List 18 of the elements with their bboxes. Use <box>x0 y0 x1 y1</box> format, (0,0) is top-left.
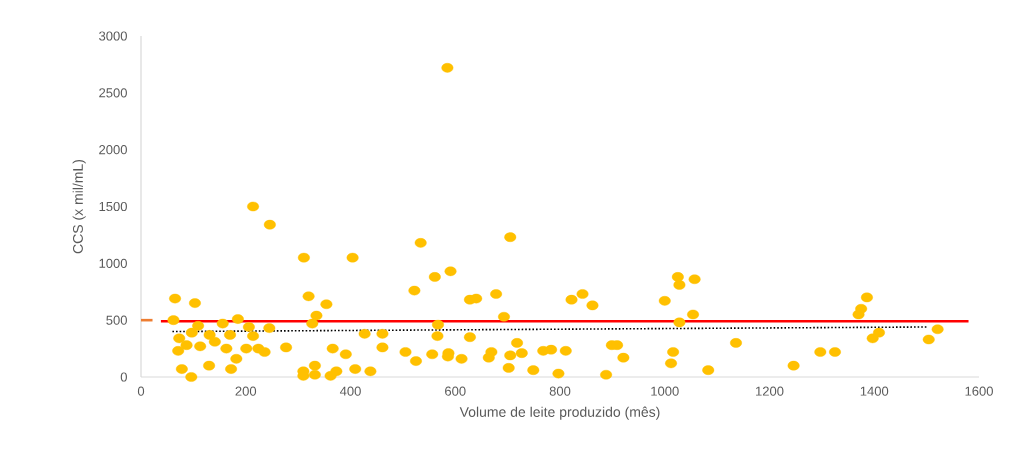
x-tick-label: 0 <box>137 386 145 396</box>
y-tick-label: 500 <box>106 315 127 325</box>
x-tick-label: 800 <box>549 386 571 396</box>
x-tick-label: 1400 <box>860 386 889 396</box>
x-tick-label: 600 <box>445 386 466 396</box>
y-tick-label: 0 <box>120 372 127 382</box>
x-tick-label: 1000 <box>651 386 679 396</box>
y-tick-label: 2500 <box>99 88 127 98</box>
y-tick-label: 1000 <box>99 258 127 268</box>
y-axis-title: CCS (x mil/mL) <box>72 159 86 254</box>
x-tick-label: 1600 <box>965 386 993 396</box>
y-tick-label: 1500 <box>99 201 127 212</box>
x-tick-label: 200 <box>235 386 257 396</box>
y-tick-label: 2000 <box>99 145 127 155</box>
y-tick-label: 3000 <box>99 31 127 41</box>
x-tick-label: 1200 <box>756 386 784 396</box>
x-axis-title: Volume de leite produzido (mês) <box>459 406 660 420</box>
x-tick-label: 400 <box>339 386 361 396</box>
